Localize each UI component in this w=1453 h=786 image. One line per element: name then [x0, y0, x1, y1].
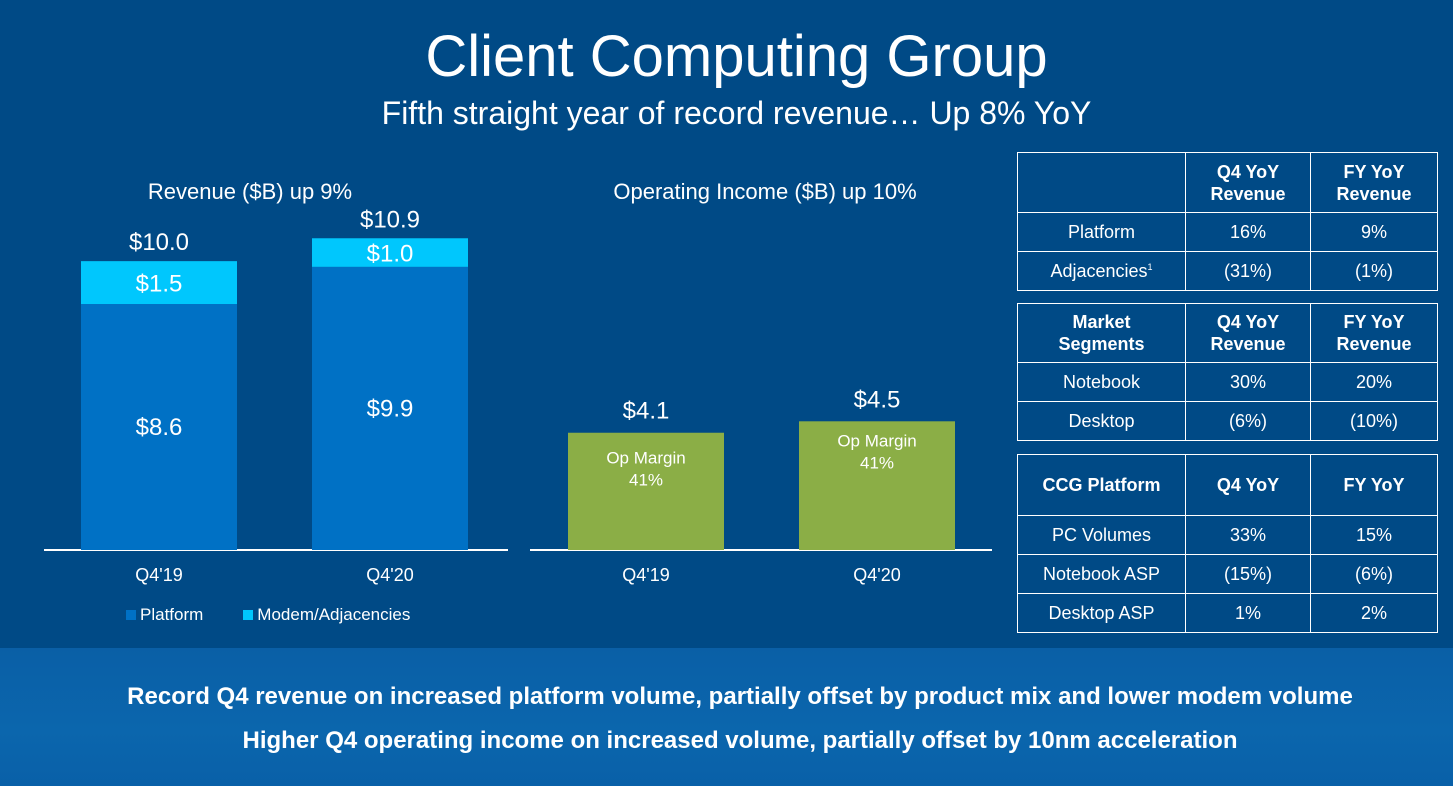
table-header-cell	[1017, 152, 1186, 213]
page-title: Client Computing Group	[425, 24, 1048, 89]
table-cell: (15%)	[1185, 554, 1311, 594]
table-header-cell: CCG Platform	[1017, 454, 1186, 516]
op-income-value-label: $4.1	[623, 398, 670, 425]
table-cell: Notebook	[1017, 362, 1186, 402]
table-cell: Desktop	[1017, 401, 1186, 441]
revenue-bar-modem	[312, 238, 468, 267]
revenue-chart-title: Revenue ($B) up 9%	[147, 179, 353, 204]
market-segments-table: Market Segments Q4 YoY Revenue FY YoY Reven…	[1017, 303, 1438, 441]
table-cell: (10%)	[1310, 401, 1438, 441]
footer-band	[0, 648, 1453, 786]
table-header-cell: Q4 YoY Revenue	[1185, 152, 1311, 213]
revenue-bar-modem-label: $1.0	[367, 241, 414, 268]
revenue-growth-table: Q4 YoY Revenue FY YoY Revenue Platform 16%…	[1017, 152, 1438, 291]
op-margin-value: 41%	[629, 471, 663, 490]
table-header-cell: FY YoY Revenue	[1310, 303, 1438, 363]
table-header-cell: Market Segments	[1017, 303, 1186, 363]
op-income-value-label: $4.5	[854, 386, 901, 413]
table-cell: 9%	[1310, 212, 1438, 252]
table-cell: 2%	[1310, 593, 1438, 633]
legend-label-platform: Platform	[140, 605, 204, 624]
op-income-chart-title: Operating Income ($B) up 10%	[613, 179, 917, 204]
op-margin-label: Op Margin	[606, 449, 685, 468]
revenue-bar-platform	[312, 266, 468, 550]
charts-canvas: $8.6 $1.5 $10.0 Q4'19 $9.9 $1.0 $10.9 Q4'20 $4.1…	[44, 206, 992, 585]
table-header-cell: Q4 YoY	[1185, 454, 1311, 516]
table-cell: 20%	[1310, 362, 1438, 402]
revenue-total-label: $10.9	[360, 206, 420, 233]
revenue-total-label: $10.0	[129, 229, 189, 256]
op-income-bar	[568, 432, 724, 550]
table-cell-text: Adjacencies	[1050, 260, 1148, 281]
revenue-legend: Platform Modem/Adjacencies	[126, 604, 410, 626]
legend-item-modem: Modem/Adjacencies	[243, 604, 410, 626]
table-cell: Adjacencies1	[1017, 251, 1186, 291]
table-cell: 16%	[1185, 212, 1311, 252]
revenue-bar-platform-label: $9.9	[367, 395, 414, 422]
op-income-x-tick-label: Q4'20	[853, 565, 900, 585]
legend-label-modem: Modem/Adjacencies	[257, 605, 411, 624]
table-cell: Platform	[1017, 212, 1186, 252]
table-cell: (31%)	[1185, 251, 1311, 291]
footnote-mark: 1	[1147, 261, 1153, 272]
op-income-bar	[799, 421, 955, 550]
table-cell: 15%	[1310, 515, 1438, 555]
footer-line-1: Record Q4 revenue on increased platform …	[127, 683, 1353, 710]
legend-swatch-platform	[126, 610, 136, 620]
table-cell: 30%	[1185, 362, 1311, 402]
op-margin-value: 41%	[860, 453, 894, 472]
table-cell: Desktop ASP	[1017, 593, 1186, 633]
table-header-cell: Q4 YoY Revenue	[1185, 303, 1311, 363]
table-cell: Notebook ASP	[1017, 554, 1186, 594]
table-cell: 33%	[1185, 515, 1311, 555]
revenue-bar-platform	[81, 304, 237, 550]
revenue-bar-modem-label: $1.5	[136, 271, 183, 298]
revenue-bar-platform-label: $8.6	[136, 414, 183, 441]
table-cell: (1%)	[1310, 251, 1438, 291]
table-cell: (6%)	[1310, 554, 1438, 594]
revenue-bar-modem	[81, 261, 237, 305]
legend-item-platform: Platform	[126, 604, 203, 626]
page-subtitle: Fifth straight year of record revenue… U…	[381, 95, 1092, 131]
legend-swatch-modem	[243, 610, 254, 620]
table-cell: 1%	[1185, 593, 1311, 633]
table-header-cell: FY YoY Revenue	[1310, 152, 1438, 213]
footer-line-2: Higher Q4 operating income on increased …	[242, 727, 1238, 754]
op-margin-label: Op Margin	[837, 431, 916, 450]
table-header-cell: FY YoY	[1310, 454, 1438, 516]
table-cell: PC Volumes	[1017, 515, 1186, 555]
revenue-x-tick-label: Q4'20	[366, 565, 413, 585]
op-income-x-tick-label: Q4'19	[622, 565, 669, 585]
table-cell: (6%)	[1185, 401, 1311, 441]
revenue-x-tick-label: Q4'19	[135, 565, 182, 585]
ccg-platform-table: CCG Platform Q4 YoY FY YoY PC Volumes 33…	[1017, 454, 1438, 633]
